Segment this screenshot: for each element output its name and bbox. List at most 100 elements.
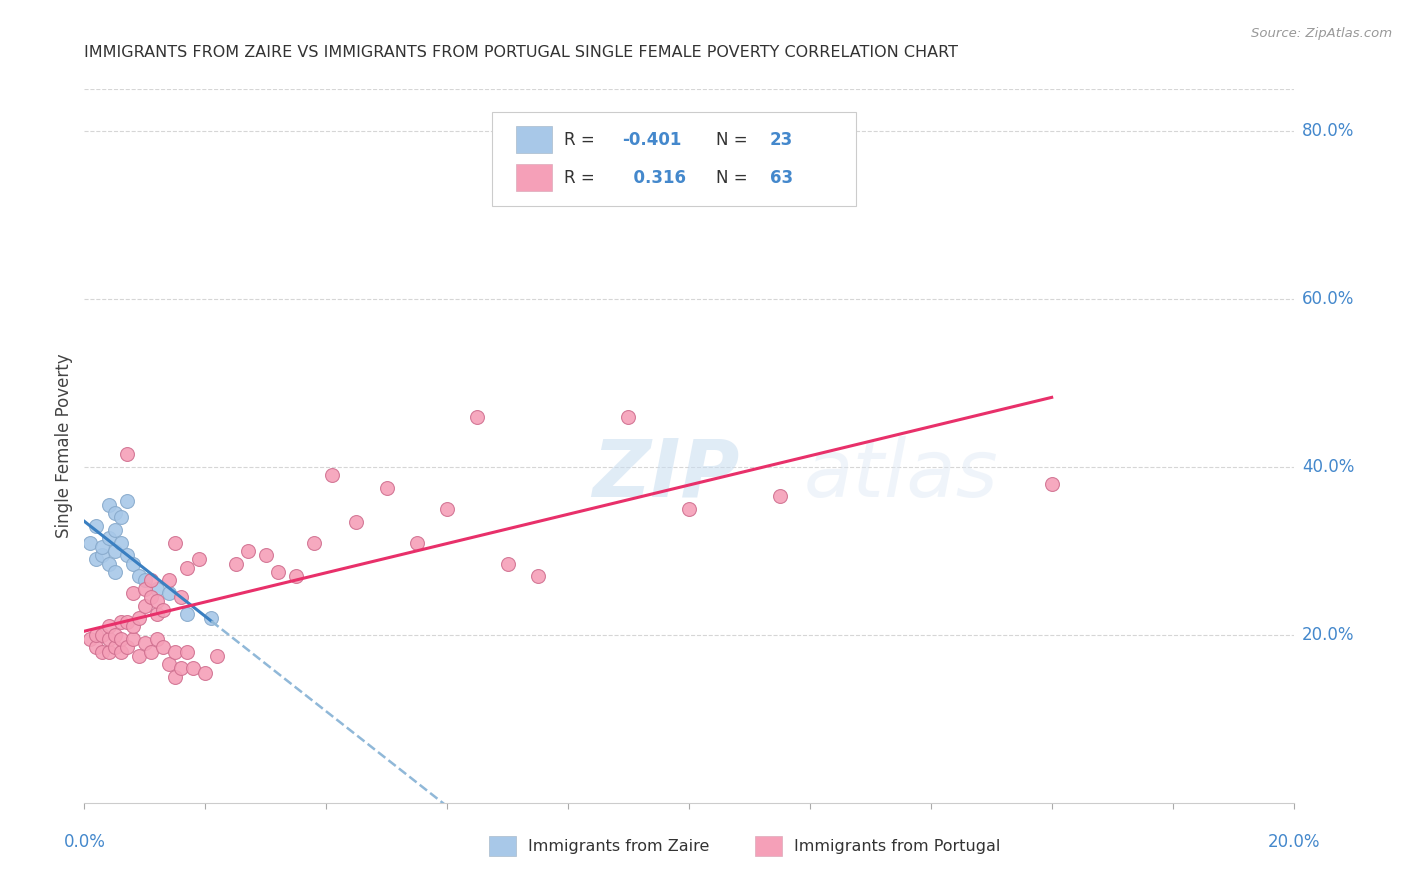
- Point: [163, 535, 186, 549]
- Text: Immigrants from Portugal: Immigrants from Portugal: [794, 838, 1001, 854]
- Point: [146, 594, 169, 608]
- Text: 63: 63: [770, 169, 793, 186]
- Point: [91, 548, 114, 562]
- Point: [97, 498, 120, 512]
- Point: [375, 481, 398, 495]
- Point: [134, 582, 156, 596]
- Point: [188, 552, 211, 566]
- Point: [128, 569, 150, 583]
- Text: 20.0%: 20.0%: [1302, 626, 1354, 644]
- Bar: [516, 127, 553, 153]
- Point: [104, 628, 127, 642]
- Point: [152, 640, 174, 655]
- Point: [110, 535, 132, 549]
- Bar: [516, 164, 553, 191]
- Point: [121, 557, 143, 571]
- Point: [121, 619, 143, 633]
- Point: [110, 645, 132, 659]
- Point: [225, 557, 247, 571]
- Point: [163, 645, 186, 659]
- Point: [139, 590, 162, 604]
- Point: [104, 565, 127, 579]
- Point: [236, 544, 259, 558]
- Point: [134, 599, 156, 613]
- Point: [170, 661, 193, 675]
- Point: [128, 611, 150, 625]
- Y-axis label: Single Female Poverty: Single Female Poverty: [55, 354, 73, 538]
- Point: [146, 607, 169, 621]
- Point: [110, 510, 132, 524]
- Point: [170, 590, 193, 604]
- Text: 60.0%: 60.0%: [1302, 290, 1354, 308]
- Point: [254, 548, 277, 562]
- Point: [176, 607, 198, 621]
- Point: [146, 632, 169, 646]
- Point: [284, 569, 308, 583]
- Point: [91, 540, 114, 554]
- Text: IMMIGRANTS FROM ZAIRE VS IMMIGRANTS FROM PORTUGAL SINGLE FEMALE POVERTY CORRELAT: IMMIGRANTS FROM ZAIRE VS IMMIGRANTS FROM…: [84, 45, 959, 60]
- Point: [110, 615, 132, 630]
- Point: [207, 648, 229, 663]
- Point: [104, 523, 127, 537]
- Point: [97, 532, 120, 546]
- Point: [496, 557, 519, 571]
- FancyBboxPatch shape: [492, 112, 856, 205]
- Point: [146, 582, 169, 596]
- Point: [104, 640, 127, 655]
- Point: [302, 535, 325, 549]
- Point: [128, 648, 150, 663]
- Point: [157, 657, 180, 672]
- Point: [115, 447, 138, 461]
- Point: [86, 640, 108, 655]
- Point: [176, 560, 198, 574]
- Text: 0.0%: 0.0%: [63, 833, 105, 851]
- Point: [157, 574, 180, 588]
- Point: [200, 611, 222, 625]
- Point: [86, 552, 108, 566]
- Point: [163, 670, 186, 684]
- Text: 23: 23: [770, 131, 793, 149]
- Point: [152, 603, 174, 617]
- Point: [769, 489, 792, 503]
- Point: [79, 535, 101, 549]
- Point: [134, 574, 156, 588]
- Point: [321, 468, 343, 483]
- Point: [139, 645, 162, 659]
- Point: [436, 502, 458, 516]
- Point: [176, 645, 198, 659]
- Point: [115, 548, 138, 562]
- Text: N =: N =: [716, 131, 752, 149]
- Point: [617, 409, 640, 424]
- Point: [91, 628, 114, 642]
- Point: [157, 586, 180, 600]
- Text: R =: R =: [564, 131, 600, 149]
- Point: [97, 557, 120, 571]
- Point: [104, 506, 127, 520]
- Text: ZIP: ZIP: [592, 435, 740, 514]
- Text: Source: ZipAtlas.com: Source: ZipAtlas.com: [1251, 27, 1392, 40]
- Point: [79, 632, 101, 646]
- Text: 0.316: 0.316: [623, 169, 686, 186]
- Point: [181, 661, 204, 675]
- Text: -0.401: -0.401: [623, 131, 682, 149]
- Point: [678, 502, 700, 516]
- Point: [134, 636, 156, 650]
- Point: [267, 565, 290, 579]
- Point: [115, 640, 138, 655]
- Text: Immigrants from Zaire: Immigrants from Zaire: [529, 838, 710, 854]
- Point: [104, 544, 127, 558]
- Point: [121, 632, 143, 646]
- Bar: [489, 837, 516, 856]
- Point: [110, 632, 132, 646]
- Text: R =: R =: [564, 169, 600, 186]
- Bar: [755, 837, 782, 856]
- Point: [97, 619, 120, 633]
- Text: N =: N =: [716, 169, 752, 186]
- Point: [526, 569, 548, 583]
- Point: [139, 574, 162, 588]
- Text: 80.0%: 80.0%: [1302, 122, 1354, 140]
- Point: [115, 615, 138, 630]
- Point: [91, 645, 114, 659]
- Text: 40.0%: 40.0%: [1302, 458, 1354, 476]
- Text: atlas: atlas: [804, 435, 998, 514]
